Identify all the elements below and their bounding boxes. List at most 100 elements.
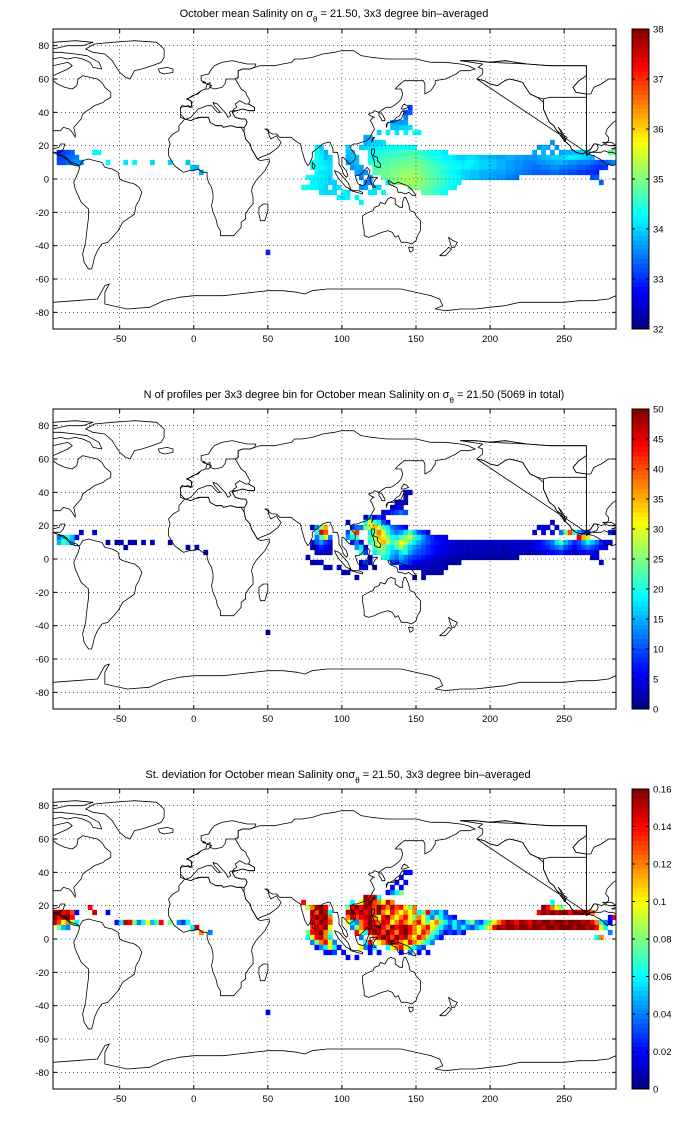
- heatmap-cell: [398, 169, 404, 176]
- colorbar-segment: [632, 188, 649, 194]
- heatmap-cell: [176, 919, 182, 926]
- heatmap-cell: [590, 919, 595, 926]
- heatmap-cell: [438, 174, 444, 181]
- x-tick-label: -50: [113, 1094, 127, 1105]
- heatmap-cell: [456, 164, 462, 171]
- heatmap-cell: [438, 549, 444, 556]
- heatmap-cell: [563, 919, 569, 926]
- heatmap-cell: [518, 544, 524, 551]
- heatmap-cell: [385, 154, 391, 161]
- heatmap-cell: [536, 549, 542, 556]
- heatmap-cell: [452, 164, 458, 171]
- heatmap-cell: [456, 919, 462, 926]
- heatmap-cell: [434, 154, 440, 161]
- heatmap-cell: [372, 929, 378, 936]
- heatmap-cell: [381, 539, 386, 546]
- heatmap-cell: [554, 549, 560, 556]
- heatmap-cell: [150, 159, 155, 166]
- heatmap-cell: [576, 154, 582, 161]
- heatmap-cell: [447, 164, 453, 171]
- heatmap-cell: [518, 169, 524, 176]
- heatmap-cell: [607, 929, 613, 936]
- coastline: [611, 146, 616, 150]
- colorbar-segment: [632, 662, 649, 668]
- colorbar-segment: [632, 409, 649, 415]
- colorbar-segment: [632, 1042, 649, 1048]
- heatmap-cell: [434, 544, 440, 551]
- heatmap-cell: [381, 159, 386, 166]
- heatmap-cell: [327, 539, 333, 546]
- heatmap-cell: [541, 169, 546, 176]
- heatmap-cell: [390, 159, 395, 166]
- heatmap-cell: [430, 539, 435, 546]
- colorbar-tick-label: 33: [653, 275, 664, 286]
- colorbar-segment: [632, 1004, 649, 1010]
- heatmap-cell: [550, 549, 555, 556]
- heatmap-cell: [403, 559, 409, 566]
- heatmap-cell: [465, 924, 471, 931]
- coastline: [53, 911, 143, 1030]
- colorbar-segment: [632, 559, 649, 565]
- heatmap-cell: [474, 169, 480, 176]
- heatmap-cell: [550, 909, 555, 916]
- heatmap-cell: [412, 559, 418, 566]
- coastline: [460, 820, 587, 915]
- heatmap-cell: [456, 544, 462, 551]
- heatmap-cell: [478, 154, 484, 161]
- heatmap-cell: [385, 914, 391, 921]
- heatmap-cell: [314, 934, 320, 941]
- heatmap-cell: [61, 149, 66, 156]
- heatmap-cell: [585, 534, 591, 541]
- heatmap-cell: [185, 919, 191, 926]
- heatmap-cell: [558, 539, 564, 546]
- heatmap-cell: [385, 174, 391, 181]
- heatmap-cell: [367, 519, 373, 526]
- heatmap-cell: [461, 159, 466, 166]
- heatmap-cell: [336, 184, 342, 191]
- colorbar-segment: [632, 33, 649, 39]
- heatmap-cell: [447, 914, 453, 921]
- colorbar-segment: [632, 929, 649, 935]
- heatmap-cell: [318, 159, 324, 166]
- heatmap-cell: [412, 564, 418, 571]
- heatmap-cell: [456, 924, 462, 931]
- heatmap-cell: [65, 919, 71, 926]
- heatmap-cell: [598, 934, 604, 941]
- heatmap-cell: [394, 534, 400, 541]
- heatmap-cell: [350, 534, 355, 541]
- heatmap-cell: [541, 539, 546, 546]
- heatmap-cell: [496, 544, 502, 551]
- coastline: [53, 61, 73, 77]
- heatmap-cell: [372, 164, 378, 171]
- heatmap-cell: [376, 934, 382, 941]
- heatmap-cell: [478, 159, 484, 166]
- y-tick-label: 0: [44, 175, 49, 186]
- heatmap-cell: [363, 944, 369, 951]
- heatmap-cell: [70, 909, 75, 916]
- heatmap-cell: [456, 169, 462, 176]
- heatmap-cell: [403, 169, 409, 176]
- coastline: [408, 1006, 414, 1013]
- coastline: [369, 556, 378, 568]
- heatmap-cell: [403, 494, 409, 501]
- colorbar-segment: [632, 605, 649, 611]
- heatmap-cell: [358, 929, 364, 936]
- heatmap-cell: [585, 539, 591, 546]
- heatmap-cell: [327, 914, 333, 921]
- colorbar-segment: [632, 859, 649, 865]
- heatmap-cell: [443, 929, 449, 936]
- coastline-map: [53, 40, 616, 329]
- heatmap-cell: [443, 549, 449, 556]
- heatmap-cell: [447, 554, 453, 561]
- heatmap-cell: [367, 159, 373, 166]
- heatmap-cell: [367, 919, 373, 926]
- x-tick-label: 50: [263, 1094, 274, 1105]
- colorbar-segment: [632, 587, 649, 593]
- heatmap-cell: [323, 179, 329, 186]
- heatmap-cell: [483, 539, 489, 546]
- heatmap-cell: [372, 544, 378, 551]
- heatmap-cell: [350, 904, 355, 911]
- heatmap-cell: [505, 159, 511, 166]
- heatmap-cell: [381, 544, 386, 551]
- heatmap-cell: [416, 554, 422, 561]
